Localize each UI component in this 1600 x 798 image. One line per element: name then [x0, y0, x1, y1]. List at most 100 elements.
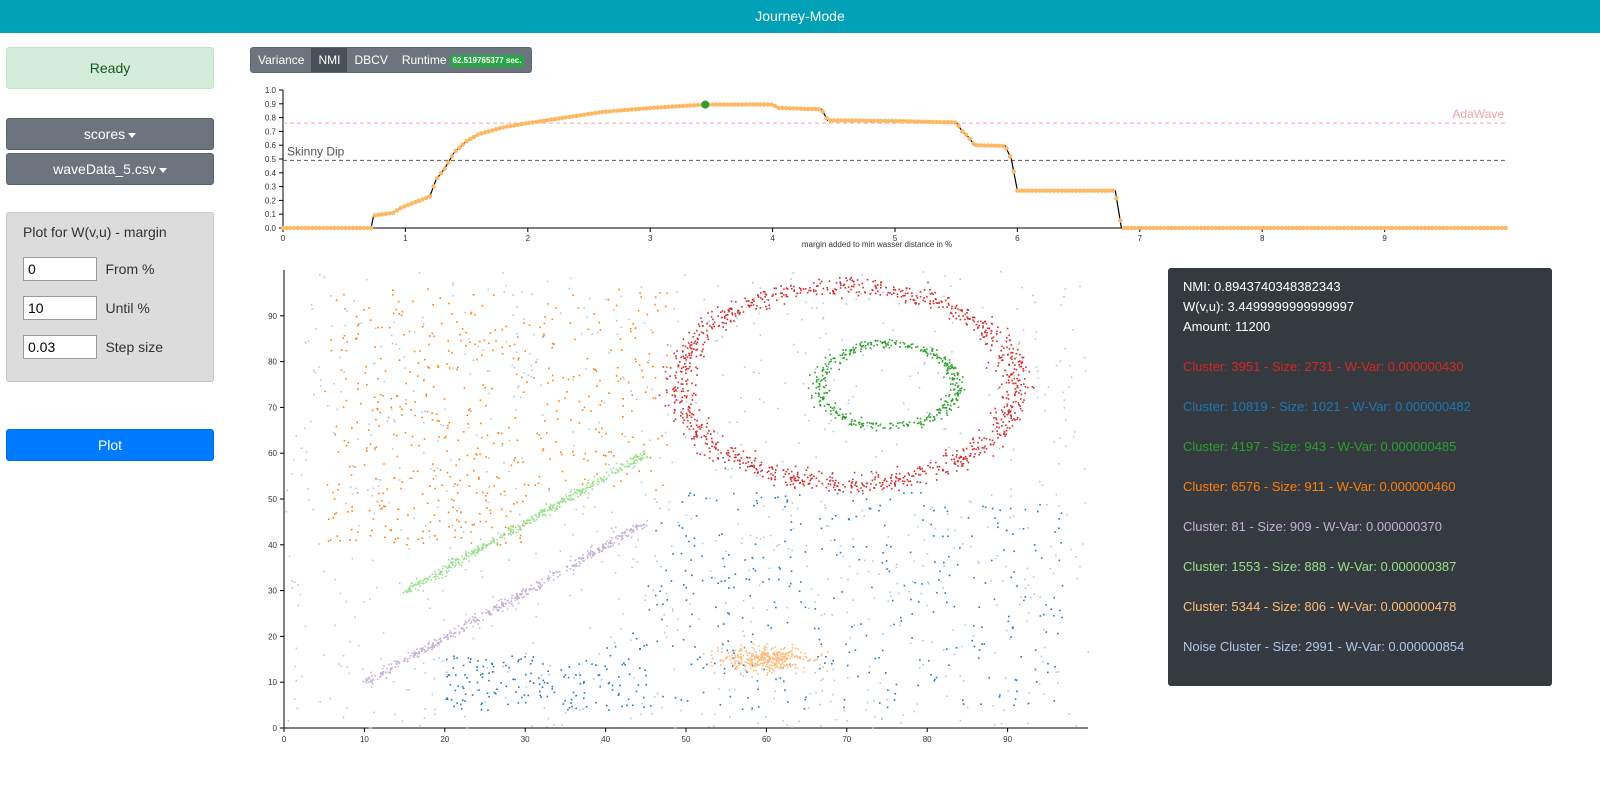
scatter-point: [671, 545, 673, 547]
scatter-point: [751, 653, 753, 656]
scatter-point: [996, 340, 998, 343]
tab-nmi[interactable]: NMI: [311, 48, 348, 72]
scatter-point: [592, 484, 595, 486]
scatter-point: [927, 353, 929, 356]
scatter-point: [640, 525, 643, 527]
until-input[interactable]: [23, 296, 97, 320]
scatter-point: [409, 654, 412, 657]
scatter-point: [504, 598, 506, 601]
scatter-point: [801, 479, 804, 481]
scatter-point: [671, 608, 674, 610]
scatter-point: [728, 310, 730, 313]
scatter-point: [1008, 334, 1010, 337]
scatter-point: [458, 520, 460, 523]
step-input[interactable]: [23, 335, 97, 359]
scatter-point: [590, 410, 592, 412]
scatter-point: [500, 432, 503, 435]
scatter-point: [511, 364, 513, 367]
scatter-point: [796, 292, 798, 295]
scatter-point: [417, 538, 420, 540]
scatter-point: [870, 342, 873, 344]
scatter-point: [778, 667, 781, 669]
scatter-point: [706, 336, 709, 338]
scatter-point: [438, 638, 441, 641]
scatter-point: [607, 545, 610, 547]
scatter-point: [970, 452, 972, 455]
scatter-point: [860, 345, 863, 347]
scatter-point: [918, 422, 920, 424]
scatter-point: [706, 663, 708, 666]
scatter-point: [962, 458, 965, 461]
scatter-point: [479, 520, 482, 523]
scatter-point: [830, 410, 832, 412]
scatter-point: [755, 654, 758, 656]
scatter-point: [902, 341, 905, 344]
scatter-point: [693, 544, 696, 547]
scatter-point: [608, 351, 611, 354]
scatter-point: [749, 465, 751, 468]
scatter-point: [577, 496, 579, 498]
scatter-point: [957, 459, 959, 462]
scatter-point: [766, 643, 769, 645]
scatter-point: [574, 559, 577, 562]
scatter-point: [954, 367, 957, 369]
scatter-point: [783, 303, 786, 305]
scatter-point: [402, 660, 405, 663]
scatter-point: [604, 298, 607, 301]
scatter-point: [775, 606, 777, 609]
scatter-point: [481, 673, 484, 675]
scatter-point: [720, 452, 722, 454]
series-point: [361, 225, 366, 231]
scatter-point: [693, 348, 695, 350]
scatter-point: [395, 434, 398, 437]
series-point: [398, 205, 403, 211]
scatter-point: [800, 289, 802, 292]
file-dropdown[interactable]: waveData_5.csv: [6, 153, 214, 185]
series-point: [1198, 225, 1204, 231]
scatter-point: [842, 415, 844, 418]
scatter-point: [752, 643, 755, 645]
scatter-point: [758, 650, 761, 652]
scatter-point: [478, 689, 480, 691]
scatter-point: [573, 564, 576, 566]
scatter-point: [505, 685, 508, 688]
scatter-point: [597, 331, 599, 334]
scatter-point: [1022, 370, 1025, 372]
scatter-point: [313, 393, 315, 396]
tab-variance[interactable]: Variance: [258, 53, 305, 67]
scatter-point: [598, 321, 601, 324]
scatter-point: [806, 476, 809, 479]
metric-dropdown[interactable]: scores: [6, 118, 214, 150]
scatter-point: [535, 581, 538, 583]
from-row: From %: [23, 257, 154, 281]
scatter-point: [958, 457, 961, 459]
scatter-point: [917, 684, 919, 687]
scatter-point: [466, 414, 468, 417]
scatter-point: [944, 299, 947, 302]
series-point: [1118, 218, 1123, 223]
from-input[interactable]: [23, 257, 97, 281]
scatter-point: [821, 293, 824, 295]
plot-button[interactable]: Plot: [6, 429, 214, 461]
scatter-point: [695, 349, 697, 351]
scatter-point: [598, 481, 600, 483]
scatter-point: [1022, 368, 1025, 370]
scatter-point: [861, 482, 863, 485]
scatter-point: [841, 418, 844, 420]
scatter-point: [893, 623, 895, 626]
scatter-point: [966, 706, 969, 709]
scatter-point: [525, 495, 527, 497]
tab-runtime[interactable]: Runtime 62.519765377 sec.: [395, 48, 532, 72]
scatter-point: [817, 285, 819, 287]
scatter-point: [973, 448, 975, 450]
series-point: [618, 108, 623, 113]
scatter-point: [429, 485, 431, 487]
scatter-point: [831, 472, 834, 475]
scatter-point: [738, 453, 740, 455]
scatter-point: [914, 581, 916, 584]
scatter-point: [833, 484, 836, 486]
scatter-point: [410, 582, 413, 584]
scatter-point: [715, 469, 717, 471]
tab-dbcv[interactable]: DBCV: [354, 53, 388, 67]
scatter-point: [886, 485, 888, 488]
